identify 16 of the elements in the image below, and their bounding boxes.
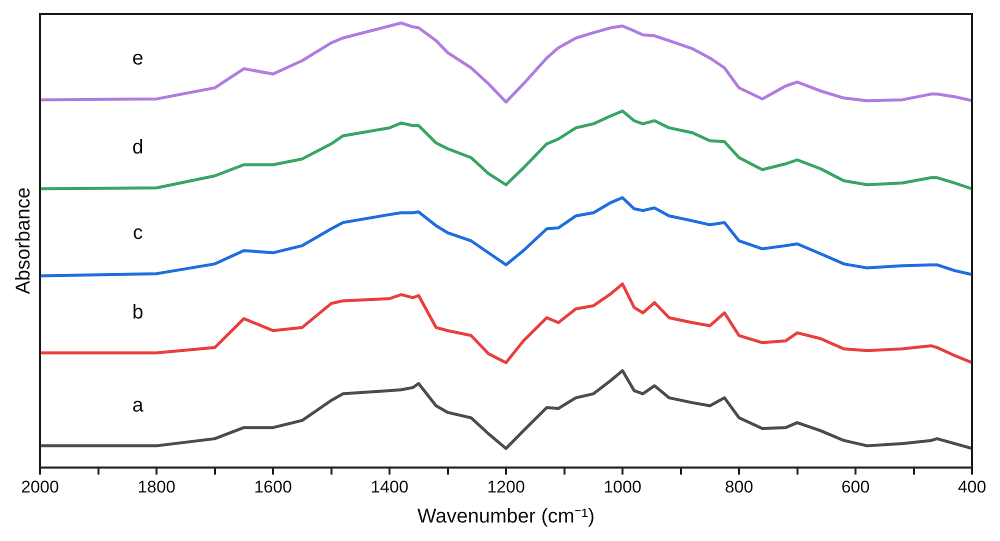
series-label: d xyxy=(132,136,144,158)
x-tick-label: 1000 xyxy=(604,477,642,496)
y-axis-title: Absorbance xyxy=(12,187,35,294)
x-tick-label: 1800 xyxy=(138,477,176,496)
series-label: c xyxy=(132,222,143,244)
x-tick-label: 600 xyxy=(841,477,870,496)
x-axis-title: Wavenumber (cm⁻¹) xyxy=(417,506,595,528)
series-label: b xyxy=(132,301,144,324)
x-tick-label: 800 xyxy=(724,477,754,496)
x-tick-label: 2000 xyxy=(21,477,59,496)
x-tick-label: 1200 xyxy=(487,477,525,496)
x-tick-label: 1600 xyxy=(254,477,292,496)
x-tick-label: 1400 xyxy=(370,477,408,496)
series-label: e xyxy=(132,47,144,70)
series-label: a xyxy=(132,394,144,416)
x-tick-label: 400 xyxy=(958,477,986,496)
